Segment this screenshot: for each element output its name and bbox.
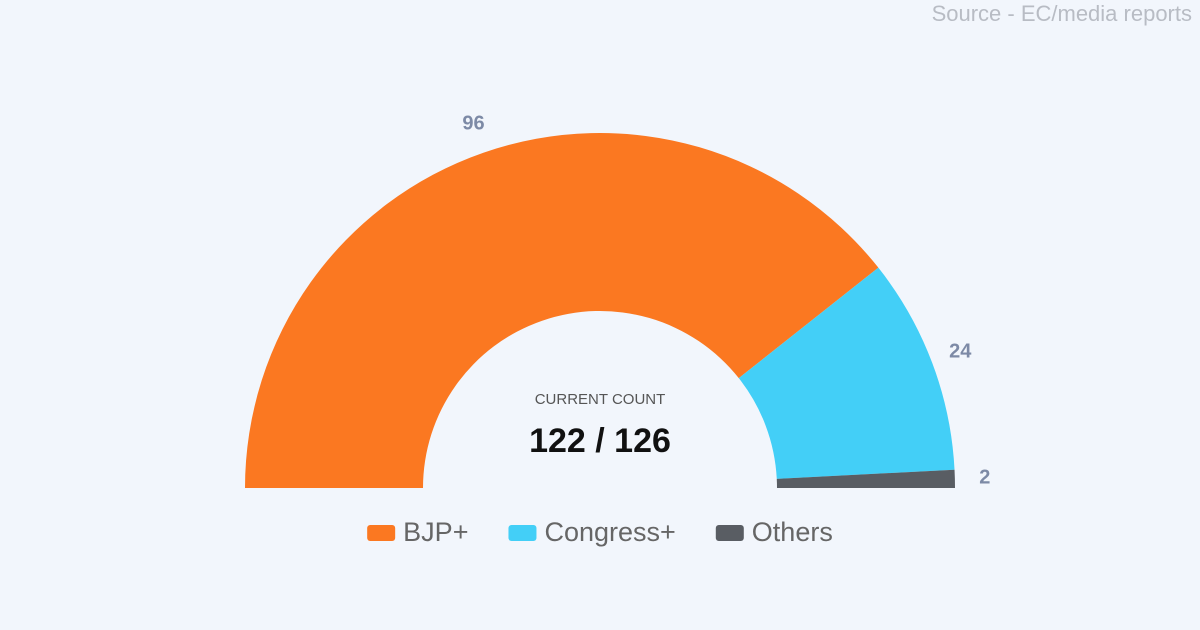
data-label: 96 [462, 113, 484, 135]
legend-label: BJP+ [403, 517, 468, 547]
center-label: CURRENT COUNT [535, 391, 666, 408]
legend-label: Others [752, 517, 833, 547]
data-label: 24 [949, 340, 972, 362]
slice [776, 469, 955, 488]
slice [738, 267, 955, 479]
legend-swatch [508, 525, 537, 541]
legend-swatch [715, 525, 744, 541]
legend: BJP+ Congress+ Others [367, 517, 833, 547]
slice [245, 132, 879, 488]
legend-label: Congress+ [544, 517, 675, 547]
data-label: 2 [979, 466, 990, 488]
legend-swatch [367, 525, 396, 541]
center-value: 122 / 126 [529, 422, 671, 460]
source: Source - EC/media reports [932, 1, 1192, 26]
